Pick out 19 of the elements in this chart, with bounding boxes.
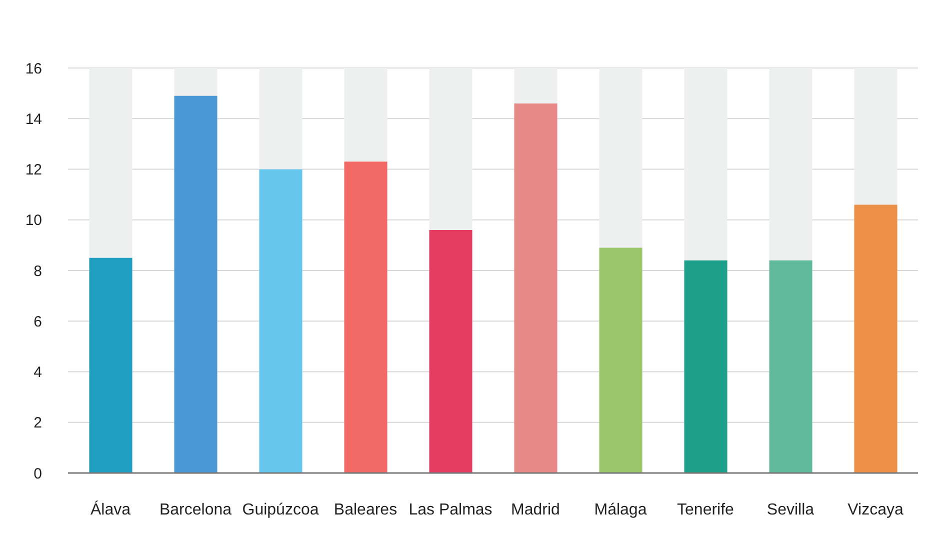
y-tick-label: 12 [25,162,42,179]
x-tick-label: Sevilla [766,501,814,518]
y-tick-label: 8 [34,262,42,280]
x-tick-label: Álava [90,500,131,518]
x-tick-label: Vizcaya [848,501,904,518]
y-tick-label: 2 [34,414,42,432]
x-tick-label: Baleares [334,501,398,518]
y-tick-label: 6 [34,313,42,330]
x-tick-label: Barcelona [159,501,232,518]
y-tick-label: 10 [25,212,42,230]
y-tick-label: 14 [25,110,42,128]
x-tick-label: Málaga [594,501,647,518]
x-tick-label: Guipúzcoa [242,501,319,518]
x-tick-label: Madrid [511,501,560,518]
x-tick-label: Tenerife [677,501,734,518]
y-tick-label: 16 [25,60,42,78]
x-tick-label: Las Palmas [408,501,492,518]
y-tick-label: 0 [34,465,42,482]
y-tick-label: 4 [34,364,42,382]
